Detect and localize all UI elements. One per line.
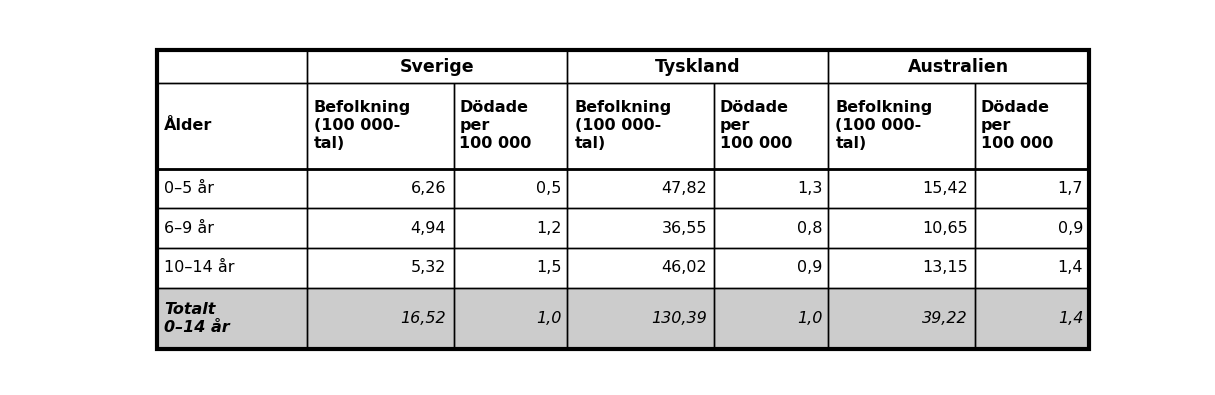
Bar bbox=[974, 169, 1089, 209]
Text: 1,0: 1,0 bbox=[797, 310, 823, 325]
Bar bbox=[453, 209, 567, 248]
Text: Australien: Australien bbox=[908, 58, 1008, 76]
Bar bbox=[453, 169, 567, 209]
Text: 0–5 år: 0–5 år bbox=[164, 181, 214, 196]
Text: 36,55: 36,55 bbox=[661, 221, 707, 236]
Bar bbox=[157, 248, 306, 288]
Bar bbox=[157, 169, 306, 209]
Bar bbox=[974, 83, 1089, 169]
Bar bbox=[974, 248, 1089, 288]
Text: 1,7: 1,7 bbox=[1057, 181, 1083, 196]
Text: 16,52: 16,52 bbox=[401, 310, 446, 325]
Text: Totalt
0–14 år: Totalt 0–14 år bbox=[164, 301, 230, 335]
Text: 10–14 år: 10–14 år bbox=[164, 260, 234, 275]
Bar bbox=[974, 288, 1089, 348]
Text: 47,82: 47,82 bbox=[661, 181, 707, 196]
Text: Befolkning
(100 000-
tal): Befolkning (100 000- tal) bbox=[313, 100, 411, 152]
Bar bbox=[829, 209, 974, 248]
Bar bbox=[157, 288, 306, 348]
Text: 6–9 år: 6–9 år bbox=[164, 221, 214, 236]
Bar bbox=[567, 209, 714, 248]
Text: 1,4: 1,4 bbox=[1057, 260, 1083, 275]
Bar bbox=[714, 209, 829, 248]
Text: Ålder: Ålder bbox=[164, 118, 213, 134]
Text: Sverige: Sverige bbox=[400, 58, 474, 76]
Bar bbox=[453, 83, 567, 169]
Bar bbox=[714, 83, 829, 169]
Text: 0,5: 0,5 bbox=[536, 181, 561, 196]
Text: Dödade
per
100 000: Dödade per 100 000 bbox=[720, 100, 792, 152]
Bar bbox=[157, 209, 306, 248]
Bar bbox=[567, 248, 714, 288]
Bar bbox=[567, 169, 714, 209]
Text: 1,0: 1,0 bbox=[536, 310, 561, 325]
Text: 1,2: 1,2 bbox=[536, 221, 561, 236]
Text: 46,02: 46,02 bbox=[661, 260, 707, 275]
Bar bbox=[829, 248, 974, 288]
Bar bbox=[306, 288, 453, 348]
Text: Tyskland: Tyskland bbox=[655, 58, 740, 76]
Bar bbox=[829, 51, 1089, 83]
Text: 0,8: 0,8 bbox=[797, 221, 823, 236]
Bar bbox=[157, 83, 306, 169]
Text: 10,65: 10,65 bbox=[922, 221, 967, 236]
Bar bbox=[567, 83, 714, 169]
Bar bbox=[306, 83, 453, 169]
Text: 39,22: 39,22 bbox=[922, 310, 967, 325]
Bar bbox=[714, 248, 829, 288]
Bar bbox=[567, 288, 714, 348]
Text: 1,4: 1,4 bbox=[1058, 310, 1083, 325]
Bar bbox=[974, 209, 1089, 248]
Text: 0,9: 0,9 bbox=[797, 260, 823, 275]
Bar bbox=[306, 51, 567, 83]
Bar bbox=[306, 209, 453, 248]
Bar bbox=[829, 83, 974, 169]
Text: 4,94: 4,94 bbox=[411, 221, 446, 236]
Text: 1,5: 1,5 bbox=[536, 260, 561, 275]
Bar bbox=[306, 169, 453, 209]
Bar bbox=[306, 248, 453, 288]
Bar bbox=[714, 288, 829, 348]
Bar bbox=[829, 169, 974, 209]
Bar bbox=[453, 248, 567, 288]
Bar bbox=[453, 288, 567, 348]
Text: 130,39: 130,39 bbox=[651, 310, 707, 325]
Text: Dödade
per
100 000: Dödade per 100 000 bbox=[459, 100, 532, 152]
Text: 0,9: 0,9 bbox=[1058, 221, 1083, 236]
Text: 5,32: 5,32 bbox=[411, 260, 446, 275]
Bar bbox=[714, 169, 829, 209]
Bar bbox=[157, 51, 306, 83]
Bar bbox=[829, 288, 974, 348]
Bar bbox=[567, 51, 829, 83]
Text: 1,3: 1,3 bbox=[797, 181, 823, 196]
Text: 6,26: 6,26 bbox=[411, 181, 446, 196]
Text: Dödade
per
100 000: Dödade per 100 000 bbox=[981, 100, 1053, 152]
Text: Befolkning
(100 000-
tal): Befolkning (100 000- tal) bbox=[836, 100, 933, 152]
Text: 15,42: 15,42 bbox=[922, 181, 967, 196]
Text: Befolkning
(100 000-
tal): Befolkning (100 000- tal) bbox=[575, 100, 672, 152]
Text: 13,15: 13,15 bbox=[922, 260, 967, 275]
